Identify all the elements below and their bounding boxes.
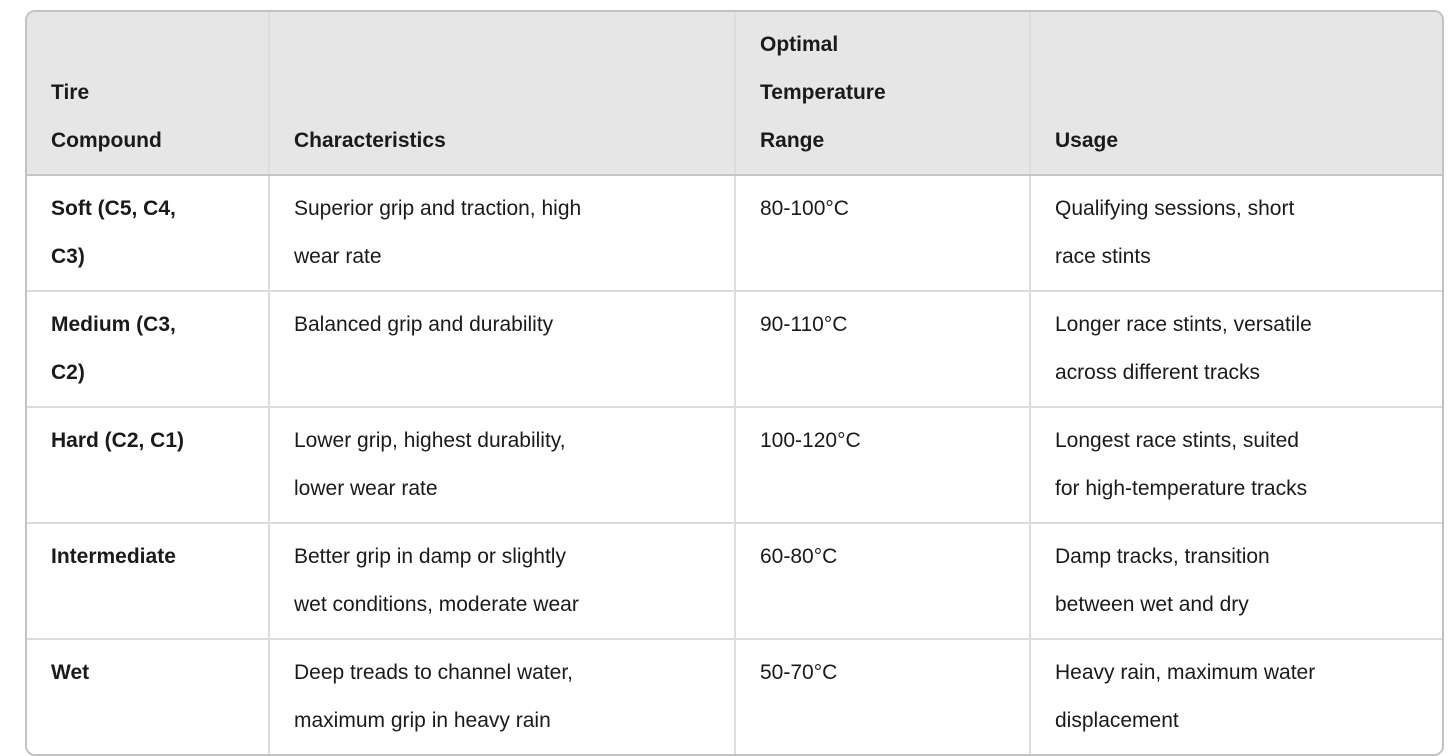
table-row-hard: Hard (C2, C1) Lower grip, highest durabi… — [27, 406, 1442, 523]
cell-compound: Wet — [27, 638, 270, 754]
cell-characteristics: Balanced grip and durability — [269, 290, 736, 407]
header-cell-characteristics: Characteristics — [269, 12, 736, 176]
cell-temp-range: 100-120°C — [735, 406, 1031, 523]
header-cell-tire-compound: Tire Compound — [27, 12, 270, 176]
cell-usage: Damp tracks, transition between wet and … — [1030, 522, 1442, 639]
cell-characteristics: Superior grip and traction, high wear ra… — [269, 175, 736, 291]
tire-compound-table-container: Tire Compound Characteristics Optimal Te… — [25, 10, 1444, 756]
cell-usage: Qualifying sessions, short race stints — [1030, 175, 1442, 291]
cell-characteristics: Deep treads to channel water, maximum gr… — [269, 638, 736, 754]
cell-usage: Longest race stints, suited for high-tem… — [1030, 406, 1442, 523]
cell-compound: Intermediate — [27, 522, 270, 639]
table-row-soft: Soft (C5, C4, C3) Superior grip and trac… — [27, 175, 1442, 291]
cell-characteristics: Lower grip, highest durability, lower we… — [269, 406, 736, 523]
cell-usage: Heavy rain, maximum water displacement — [1030, 638, 1442, 754]
header-row: Tire Compound Characteristics Optimal Te… — [27, 12, 1442, 176]
table-row-wet: Wet Deep treads to channel water, maximu… — [27, 638, 1442, 754]
cell-characteristics: Better grip in damp or slightly wet cond… — [269, 522, 736, 639]
cell-compound: Hard (C2, C1) — [27, 406, 270, 523]
cell-compound: Medium (C3, C2) — [27, 290, 270, 407]
header-cell-optimal-temperature-range: Optimal Temperature Range — [735, 12, 1031, 176]
cell-temp-range: 60-80°C — [735, 522, 1031, 639]
cell-compound: Soft (C5, C4, C3) — [27, 175, 270, 291]
table-row-medium: Medium (C3, C2) Balanced grip and durabi… — [27, 290, 1442, 407]
cell-temp-range: 90-110°C — [735, 290, 1031, 407]
cell-usage: Longer race stints, versatile across dif… — [1030, 290, 1442, 407]
header-cell-usage: Usage — [1030, 12, 1442, 176]
cell-temp-range: 50-70°C — [735, 638, 1031, 754]
cell-temp-range: 80-100°C — [735, 175, 1031, 291]
table-row-intermediate: Intermediate Better grip in damp or slig… — [27, 522, 1442, 639]
tire-compound-table: Tire Compound Characteristics Optimal Te… — [27, 12, 1442, 754]
